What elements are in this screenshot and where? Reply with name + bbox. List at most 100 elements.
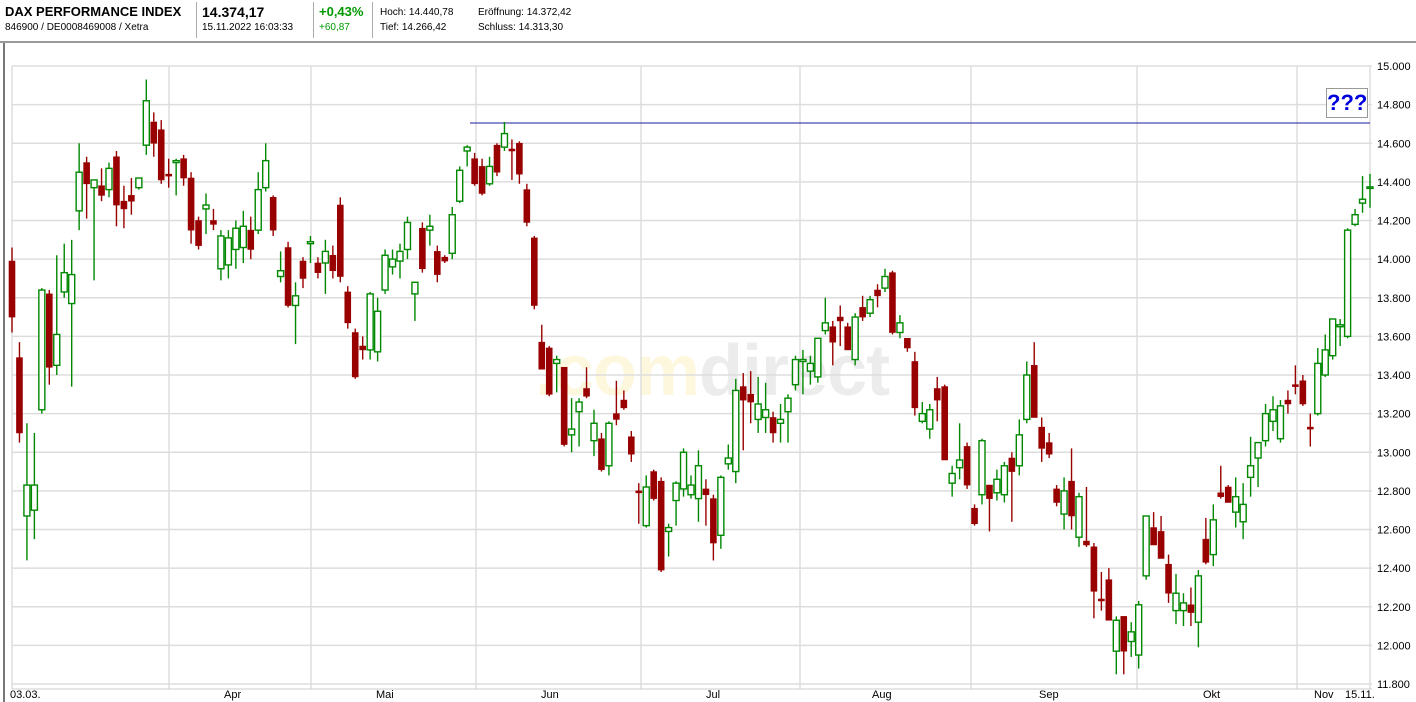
- candle-down: [1068, 480, 1075, 517]
- candle-up: [1254, 441, 1262, 459]
- candle-down: [710, 498, 717, 544]
- candle-down: [911, 361, 919, 409]
- candle-up: [1261, 412, 1270, 442]
- candle-up: [814, 337, 822, 378]
- candle-up: [664, 526, 673, 533]
- candle-down: [187, 177, 195, 231]
- candle-up: [448, 214, 456, 255]
- candle-up: [694, 465, 703, 500]
- candle-up: [1366, 186, 1374, 190]
- candle-down: [1202, 538, 1210, 563]
- candle-up: [687, 484, 695, 496]
- candle-up: [321, 250, 330, 264]
- candle-down: [971, 507, 978, 525]
- candle-up: [261, 159, 270, 189]
- candle-down: [1098, 598, 1105, 602]
- candle-up: [23, 484, 31, 517]
- candle-down: [1284, 399, 1292, 405]
- candle-up: [1075, 495, 1083, 538]
- candle-up: [642, 486, 650, 527]
- candle-up: [799, 358, 807, 363]
- candle-up: [761, 409, 770, 419]
- candle-up: [672, 482, 680, 502]
- candle-down: [889, 272, 896, 333]
- candle-up: [679, 451, 688, 490]
- candle-down: [523, 189, 531, 223]
- candle-up: [1328, 318, 1337, 357]
- candle-down: [16, 357, 23, 434]
- candle-down: [1120, 616, 1128, 652]
- candle-down: [1038, 426, 1045, 449]
- y-tick-label: 13.200: [1377, 409, 1411, 421]
- candle-up: [575, 401, 583, 413]
- candle-up: [605, 422, 613, 467]
- candle-down: [46, 293, 53, 368]
- candle-up: [291, 295, 300, 307]
- candle-down: [329, 254, 337, 272]
- candle-up: [1239, 503, 1247, 523]
- change-absolute: +60,87: [319, 22, 350, 33]
- candle-down: [344, 291, 352, 324]
- candle-up: [455, 169, 464, 202]
- candle-down: [583, 388, 590, 397]
- candle-down: [1105, 579, 1113, 621]
- candle-down: [98, 185, 105, 196]
- candle-down: [1090, 546, 1098, 592]
- candle-up: [396, 250, 404, 262]
- candle-up: [217, 235, 225, 270]
- candle-down: [1299, 380, 1307, 405]
- chart-panel: [3, 43, 1416, 702]
- candle-down: [1030, 365, 1038, 418]
- y-tick-label: 14.200: [1377, 216, 1411, 228]
- y-tick-label: 14.400: [1377, 177, 1411, 189]
- y-tick-label: 12.400: [1377, 563, 1411, 575]
- y-tick-label: 12.000: [1377, 640, 1411, 652]
- candle-down: [963, 446, 971, 486]
- x-tick-label: Mai: [376, 689, 394, 701]
- high-value: Hoch: 14.440,78: [380, 7, 454, 18]
- candle-down: [1157, 531, 1165, 559]
- y-tick-label: 14.800: [1377, 100, 1411, 112]
- candle-down: [419, 227, 426, 270]
- candle-down: [516, 142, 523, 175]
- candle-up: [1023, 374, 1031, 421]
- x-tick-label: Apr: [224, 689, 241, 701]
- candle-down: [545, 347, 553, 395]
- candle-up: [784, 397, 792, 413]
- candle-down: [434, 251, 441, 275]
- candle-up: [754, 403, 762, 421]
- candle-up: [105, 167, 113, 191]
- y-tick-label: 15.000: [1377, 61, 1411, 73]
- divider: [372, 2, 373, 38]
- y-tick-label: 11.800: [1377, 679, 1410, 691]
- y-tick-label: 14.000: [1377, 254, 1411, 266]
- candle-up: [224, 237, 233, 266]
- candle-up: [1358, 198, 1367, 204]
- candle-down: [471, 158, 478, 185]
- candle-up: [426, 225, 434, 231]
- candle-down: [314, 262, 322, 273]
- candle-down: [1045, 442, 1053, 455]
- candle-up: [955, 459, 964, 469]
- index-ids: 846900 / DE0008469008 / Xetra: [5, 22, 149, 33]
- candle-down: [150, 121, 158, 144]
- candle-down: [493, 144, 501, 173]
- candle-up: [403, 221, 412, 251]
- candle-up: [1209, 519, 1218, 556]
- candle-up: [60, 271, 68, 293]
- quote-header: DAX PERFORMANCE INDEX 846900 / DE0008469…: [0, 0, 1416, 43]
- candle-up: [791, 358, 800, 386]
- candle-up: [918, 412, 927, 423]
- candle-up: [1276, 405, 1285, 440]
- candle-down: [650, 471, 657, 499]
- candle-up: [866, 298, 874, 314]
- y-tick-label: 13.600: [1377, 331, 1411, 343]
- candle-up: [373, 310, 382, 353]
- candle-down: [441, 256, 449, 262]
- y-tick-label: 12.200: [1377, 602, 1411, 614]
- candle-down: [113, 156, 120, 206]
- x-tick-label: Aug: [872, 689, 892, 701]
- candle-up: [1231, 495, 1240, 513]
- close-value: Schluss: 14.313,30: [478, 22, 564, 33]
